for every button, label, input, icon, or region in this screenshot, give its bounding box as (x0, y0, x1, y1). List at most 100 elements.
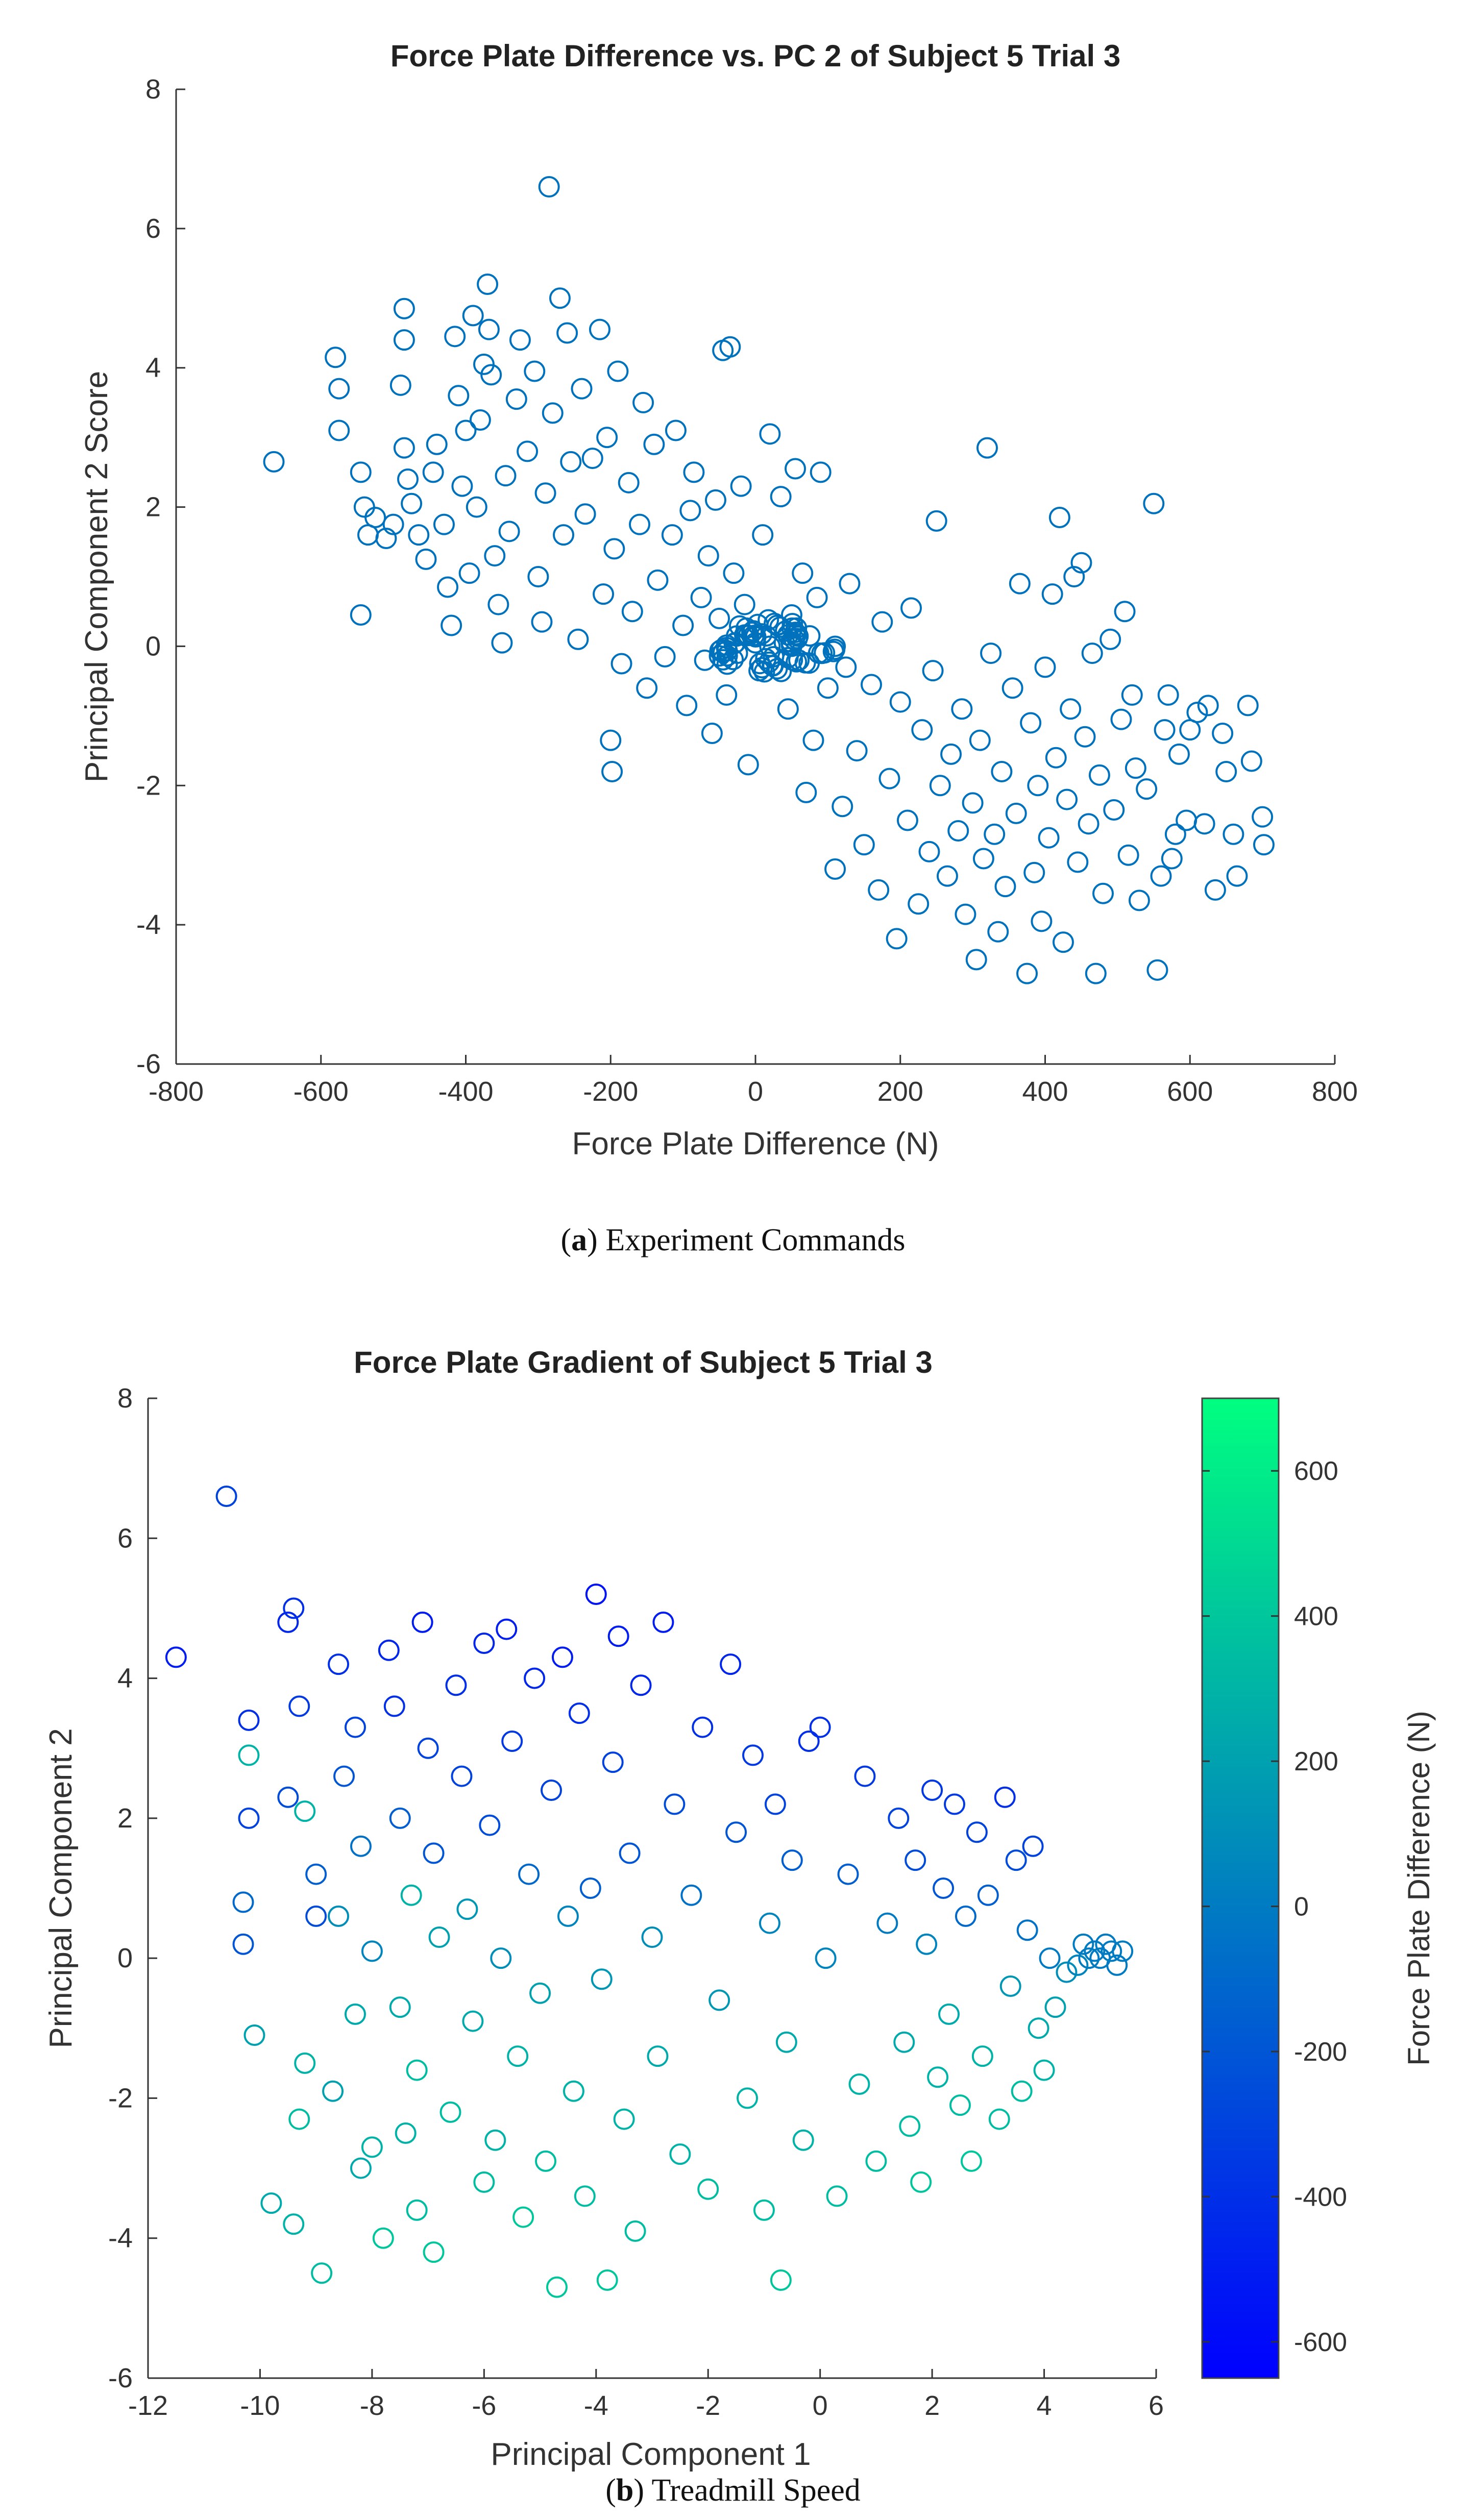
panel-b-data-point (238, 1807, 260, 1829)
panel-a-y-tick-label: 6 (145, 213, 161, 244)
panel-b-x-tick-label: 4 (1037, 2390, 1052, 2421)
panel-b-data-point (344, 1716, 366, 1738)
panel-a-data-point (426, 433, 448, 455)
panel-a-data-point (397, 468, 419, 490)
panel-a-x-tick-label: -200 (583, 1076, 638, 1107)
panel-b-data-point (905, 1849, 926, 1871)
panel-b-data-point (417, 1737, 439, 1759)
panel-b-data-point (994, 1786, 1016, 1808)
panel-a-data-point (1001, 677, 1023, 699)
panel-a-data-point (636, 677, 658, 699)
panel-a-points (263, 176, 1275, 984)
panel-b-data-point (737, 2087, 759, 2109)
panel-a-data-point (861, 674, 882, 696)
panel-a-data-point (1092, 882, 1114, 904)
panel-a-data-point (593, 583, 615, 605)
panel-a-data-point (683, 461, 705, 483)
panel-b-data-point (1005, 1849, 1027, 1871)
panel-a-data-point (951, 698, 973, 720)
panel-b-data-point (372, 2227, 394, 2249)
panel-a-data-point (839, 573, 861, 595)
panel-a-data-point (1157, 684, 1179, 706)
panel-a-data-point (1150, 865, 1172, 887)
panel-a-x-tick-label: 0 (748, 1076, 763, 1107)
panel-b-data-point (893, 2031, 915, 2053)
panel-b-data-point (333, 1765, 355, 1787)
panel-a-y-tick-label: -4 (136, 909, 161, 940)
panel-b-data-point (775, 2031, 797, 2053)
panel-a-scatter-chart: Force Plate Difference vs. PC 2 of Subje… (79, 39, 1358, 1162)
panel-a-data-point (824, 858, 846, 880)
panel-a-title: Force Plate Difference vs. PC 2 of Subje… (390, 39, 1121, 73)
panel-a-data-point (1056, 788, 1078, 810)
colorbar-tick-label: -200 (1294, 2037, 1347, 2067)
panel-a-data-point (1143, 492, 1165, 514)
panel-a-data-point (661, 524, 683, 546)
panel-a-data-point (769, 616, 791, 638)
panel-a-x-tick-label: -600 (294, 1076, 349, 1107)
panel-a-data-point (328, 378, 350, 400)
panel-b-data-point (1039, 1947, 1061, 1969)
panel-a-data-point (1237, 695, 1259, 717)
panel-b-data-point (238, 1709, 260, 1731)
panel-b-data-point (999, 1975, 1021, 1997)
panel-b-data-point (1112, 1940, 1134, 1962)
panel-a-data-point (553, 524, 575, 546)
panel-b-data-point (350, 1835, 372, 1857)
panel-b-data-point (680, 1884, 702, 1906)
panel-a-data-point (1125, 757, 1146, 779)
caption-b-text: Treadmill Speed (651, 2473, 860, 2508)
panel-a-data-point (1048, 507, 1070, 529)
panel-a-data-point (1252, 806, 1274, 828)
panel-a-data-point (918, 841, 940, 862)
panel-a-data-point (462, 305, 484, 327)
panel-a-data-point (1204, 879, 1226, 901)
panel-a-data-point (498, 521, 520, 542)
panel-a-data-point (328, 419, 350, 441)
panel-a-data-point (455, 419, 477, 441)
panel-b-data-point (568, 1702, 590, 1724)
panel-a-data-point (1078, 813, 1100, 835)
panel-a-data-point (798, 652, 820, 674)
panel-a-data-point (835, 656, 857, 678)
panel-b-data-point (232, 1933, 254, 1955)
panel-a-data-point (441, 614, 462, 636)
panel-a-data-point (716, 640, 738, 662)
panel-a-data-point (1038, 827, 1060, 849)
panel-a-data-point (799, 625, 821, 647)
panel-a-y-tick-label: 8 (145, 74, 161, 105)
panel-a-data-point (477, 274, 499, 295)
panel-b-data-point (238, 1744, 260, 1766)
panel-a-data-point (1136, 778, 1158, 800)
panel-b-data-point (406, 2059, 428, 2081)
panel-a-data-point (1070, 552, 1092, 574)
panel-b-data-point (899, 2115, 921, 2137)
panel-b-data-point (960, 2150, 982, 2172)
panel-b-data-point (288, 2108, 310, 2130)
panel-b-data-point (641, 1926, 663, 1948)
panel-a-data-point (806, 586, 828, 608)
caption-b-label: b (616, 2473, 633, 2508)
panel-a-data-point (976, 437, 998, 459)
panel-b-data-point (288, 1695, 310, 1717)
panel-a-data-point (654, 646, 676, 668)
panel-a-data-point (647, 569, 669, 591)
panel-a-y-tick-label: 4 (145, 353, 161, 383)
panel-a-data-point (466, 496, 487, 518)
panel-b-data-point (378, 1639, 400, 1661)
caption-b: (b) Treadmill Speed (605, 2473, 860, 2508)
panel-b-data-point (507, 2045, 529, 2067)
panel-a-y-tick-label: 0 (145, 631, 161, 661)
panel-a-data-point (542, 402, 564, 424)
panel-b-data-point (563, 2080, 584, 2102)
panel-b-data-point (1067, 1954, 1089, 1976)
panel-a-data-point (723, 633, 745, 655)
panel-a-data-point (758, 609, 779, 631)
panel-b-x-axis-label: Principal Component 1 (491, 2437, 811, 2472)
panel-b-data-point (512, 2206, 534, 2228)
panel-b-data-point (955, 1905, 976, 1927)
panel-b-axes: -12 -10 -8 -6 -4 -2 0 2 4 6 -6 -4 -2 0 2 4 6 8 (108, 1383, 1164, 2421)
panel-b-y-tick-label: 0 (117, 1943, 133, 1973)
panel-a-data-point (762, 655, 784, 677)
panel-a-data-point (690, 586, 712, 608)
